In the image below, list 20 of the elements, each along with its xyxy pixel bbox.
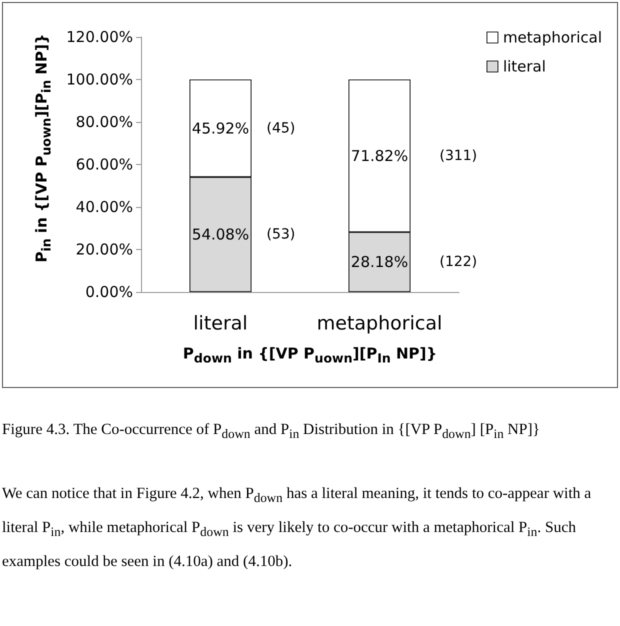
- x-axis-title: P$_{down}$ in {[VP P$_{uown}$][P$_{In}$ NP]}: [182, 344, 438, 366]
- data-label: 54.08%: [192, 226, 250, 244]
- y-tick-label: 120.00%: [66, 28, 133, 46]
- y-tick-label: 100.00%: [66, 70, 133, 88]
- y-tick-label: 40.00%: [76, 198, 133, 216]
- y-tick-label: 60.00%: [76, 156, 133, 174]
- legend-label: metaphorical: [502, 28, 602, 46]
- annotation: (53): [266, 226, 296, 243]
- y-tick-label: 20.00%: [76, 240, 133, 258]
- data-label: 45.92%: [192, 119, 250, 138]
- data-label: 71.82%: [350, 146, 408, 165]
- y-tick-label: 0.00%: [85, 283, 133, 301]
- annotation: (45): [266, 120, 296, 136]
- annotation: (122): [440, 254, 478, 270]
- text: Figure 4.3. The Co-occurrence of P$_{down}$ and P$_{in}$ Distribution in {[VP P$_{down}$] [P$_{in}$ NP]}: [2, 421, 540, 442]
- annotation: (311): [440, 148, 478, 164]
- text: We can notice that in Figure 4.2, when P$_{down}$ has a literal meaning, it tends to co-appear with a literal P$_{in}$, while metaphorical P$_{down}$ is very likely to co-occur with a metaphorical P$_{in}$. Such examples could be seen in (4.10a) and (4.10b).: [2, 485, 592, 570]
- y-tick-label: 80.00%: [76, 113, 133, 131]
- legend-label: literal: [502, 58, 546, 76]
- data-label: 28.18%: [350, 253, 408, 272]
